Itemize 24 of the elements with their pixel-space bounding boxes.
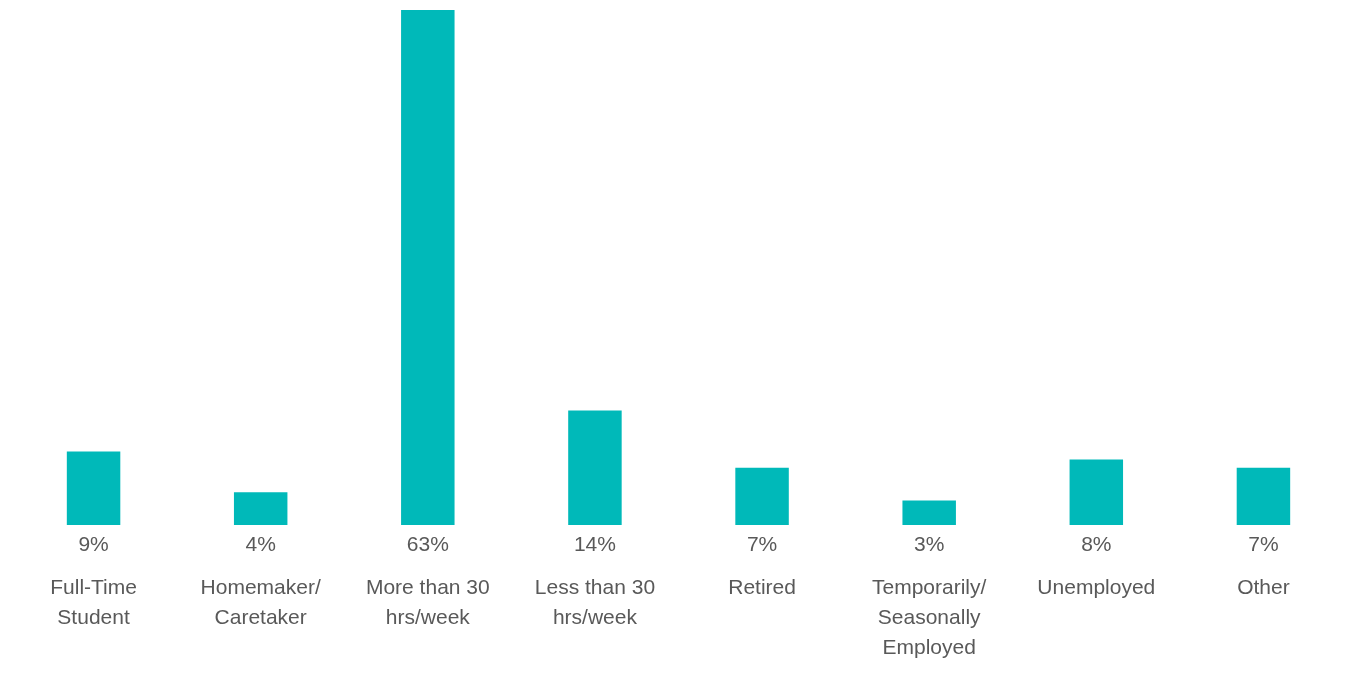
x-tick-label: Homemaker/ Caretaker <box>200 574 321 628</box>
data-label: 9% <box>78 532 109 555</box>
bar <box>401 10 455 525</box>
x-tick-label: Full-Time Student <box>50 574 137 628</box>
bar <box>66 451 121 525</box>
bar <box>902 500 956 525</box>
x-tick-label: Retired <box>728 574 796 598</box>
x-tick-label: Less than 30 hrs/week <box>534 574 656 628</box>
x-tick-label: Unemployed <box>1037 574 1156 598</box>
x-tick-label: Temporarily/ Seasonally Employed <box>872 574 987 658</box>
bar <box>568 410 622 525</box>
bar <box>233 492 288 525</box>
bar <box>1069 459 1124 525</box>
data-label: 8% <box>1081 532 1112 555</box>
data-label: 63% <box>406 532 449 555</box>
x-tick-label: Other <box>1237 574 1290 598</box>
x-tick-label: More than 30 hrs/week <box>365 574 490 628</box>
data-label: 4% <box>245 532 276 555</box>
data-label: 7% <box>1248 532 1279 555</box>
data-label: 7% <box>746 532 778 555</box>
data-label: 3% <box>914 532 945 555</box>
data-label: 14% <box>573 532 616 555</box>
bar <box>735 467 789 525</box>
bar <box>1236 467 1291 525</box>
